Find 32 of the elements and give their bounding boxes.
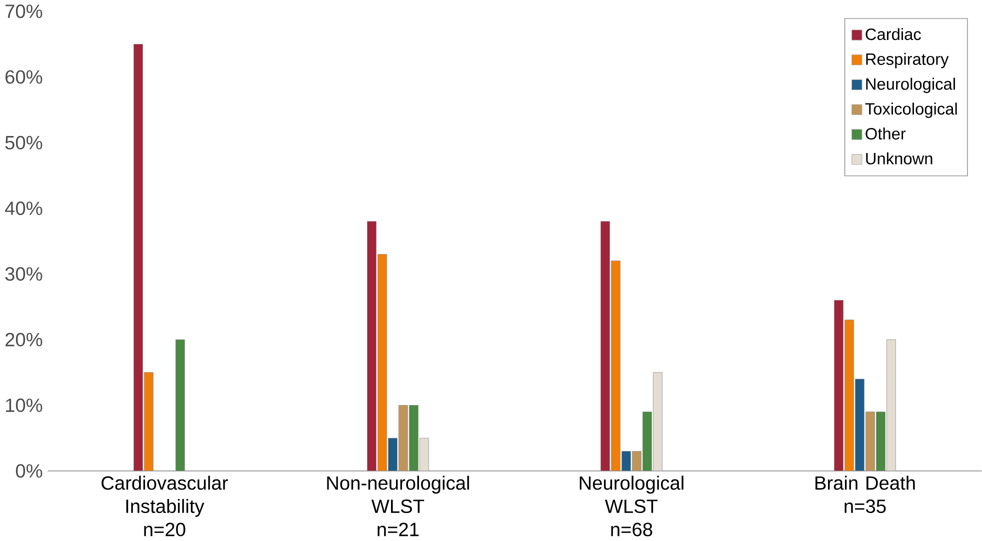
bar bbox=[144, 372, 154, 471]
legend-label: Toxicological bbox=[865, 102, 957, 118]
bar bbox=[611, 260, 620, 471]
legend-label: Cardiac bbox=[866, 28, 921, 40]
bar bbox=[419, 438, 429, 471]
legend-label: Unknown bbox=[866, 152, 932, 165]
x-tick-label: Cardiovascular Instability n=20 bbox=[102, 476, 228, 536]
y-tick-label: 10% bbox=[6, 398, 42, 412]
legend-label: Respiratory bbox=[866, 53, 949, 68]
bar bbox=[652, 372, 662, 471]
bar bbox=[855, 378, 864, 471]
bar bbox=[844, 320, 854, 471]
y-tick-label: 40% bbox=[4, 202, 42, 216]
x-tick-label: Brain Death n=35 bbox=[815, 476, 915, 514]
bar bbox=[175, 339, 185, 471]
y-tick-label: 50% bbox=[5, 136, 42, 150]
y-tick-label: 0% bbox=[16, 464, 42, 478]
legend-label: Other bbox=[866, 128, 906, 140]
y-tick-label: 70% bbox=[6, 4, 42, 18]
bar bbox=[408, 405, 418, 471]
bar bbox=[622, 451, 631, 471]
bar bbox=[876, 412, 886, 471]
x-tick-label: Non-neurological WLST n=21 bbox=[327, 476, 469, 536]
bar bbox=[388, 438, 398, 471]
bar bbox=[378, 254, 387, 471]
y-tick-label: 30% bbox=[5, 267, 42, 281]
bar bbox=[642, 412, 652, 471]
y-tick-label: 20% bbox=[6, 332, 42, 346]
x-tick-label: Neurological WLST n=68 bbox=[580, 476, 684, 536]
legend-label: Neurological bbox=[866, 78, 955, 94]
bar bbox=[886, 339, 896, 471]
y-tick-label: 60% bbox=[6, 70, 42, 84]
